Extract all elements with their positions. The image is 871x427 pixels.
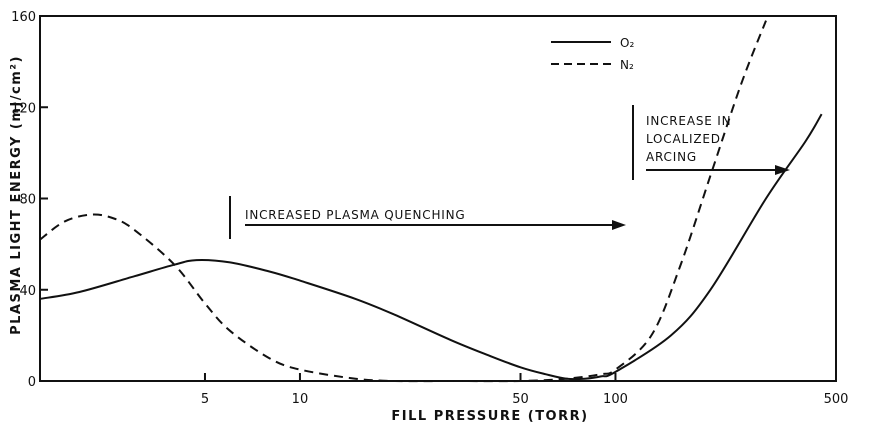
y-tick-label: 0 <box>28 375 36 390</box>
annotation-layer: INCREASED PLASMA QUENCHING INCREASE IN L… <box>230 105 790 239</box>
arcing-label-line-1: INCREASE IN <box>646 114 731 128</box>
quenching-label: INCREASED PLASMA QUENCHING <box>245 208 465 222</box>
legend: O₂ N₂ <box>551 36 634 72</box>
arcing-label-line-3: ARCING <box>646 150 697 164</box>
plot-frame <box>40 16 836 381</box>
x-tick-label: 50 <box>512 392 529 407</box>
quenching-arrowhead <box>612 220 626 230</box>
y-tick-label: 160 <box>11 10 36 25</box>
x-tick-label: 100 <box>603 392 628 407</box>
series-line-o2 <box>40 114 822 379</box>
y-axis-label: PLASMA LIGHT ENERGY (mJ/cm²) <box>9 55 24 335</box>
x-tick-label: 10 <box>292 392 309 407</box>
series-line-n2 <box>40 21 766 382</box>
series-layer <box>40 21 822 382</box>
legend-label-n2: N₂ <box>620 58 634 72</box>
x-tick-label: 5 <box>201 392 209 407</box>
arcing-label-line-2: LOCALIZED <box>646 132 721 146</box>
x-axis-label: FILL PRESSURE (TORR) <box>391 409 588 424</box>
x-tick-label: 500 <box>824 392 849 407</box>
legend-label-o2: O₂ <box>620 36 634 50</box>
